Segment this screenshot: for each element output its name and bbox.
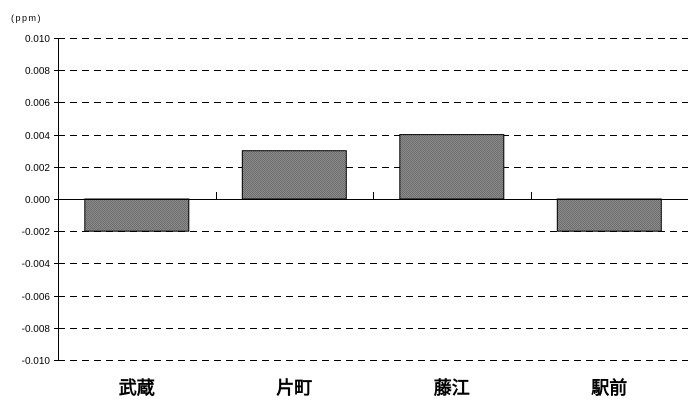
category-label-0: 武蔵 (119, 378, 155, 399)
y-tick-label-10: -0.010 (22, 356, 51, 367)
y-tick-label-5: 0.000 (25, 195, 50, 206)
y-tick-label-6: -0.002 (22, 227, 51, 238)
category-label-3: 駅前 (590, 377, 627, 399)
category-labels: 武蔵 片町 藤江 駅前 (119, 377, 627, 399)
y-tick-label-2: 0.006 (25, 98, 50, 109)
bar-2 (399, 134, 505, 200)
bar-1 (241, 150, 347, 200)
grid-lines (58, 38, 688, 361)
y-tick-label-3: 0.004 (25, 131, 50, 142)
y-tick-labels: 0.010 0.008 0.006 0.004 0.002 0.000 -0.002 -0.0… (22, 34, 51, 367)
y-tick-label-4: 0.002 (25, 163, 50, 174)
y-tick-label-7: -0.004 (22, 259, 51, 270)
bar-3 (556, 198, 662, 232)
category-label-1: 片町 (276, 377, 312, 399)
y-tick-label-9: -0.008 (22, 324, 51, 335)
axes (54, 38, 688, 361)
bars (84, 134, 662, 232)
y-tick-label-1: 0.008 (25, 66, 50, 77)
y-tick-label-8: -0.006 (22, 292, 51, 303)
category-label-2: 藤江 (434, 377, 470, 399)
bar-0 (84, 198, 190, 232)
y-tick-label-0: 0.010 (25, 34, 50, 45)
y-unit-label: (ppm) (11, 13, 42, 23)
